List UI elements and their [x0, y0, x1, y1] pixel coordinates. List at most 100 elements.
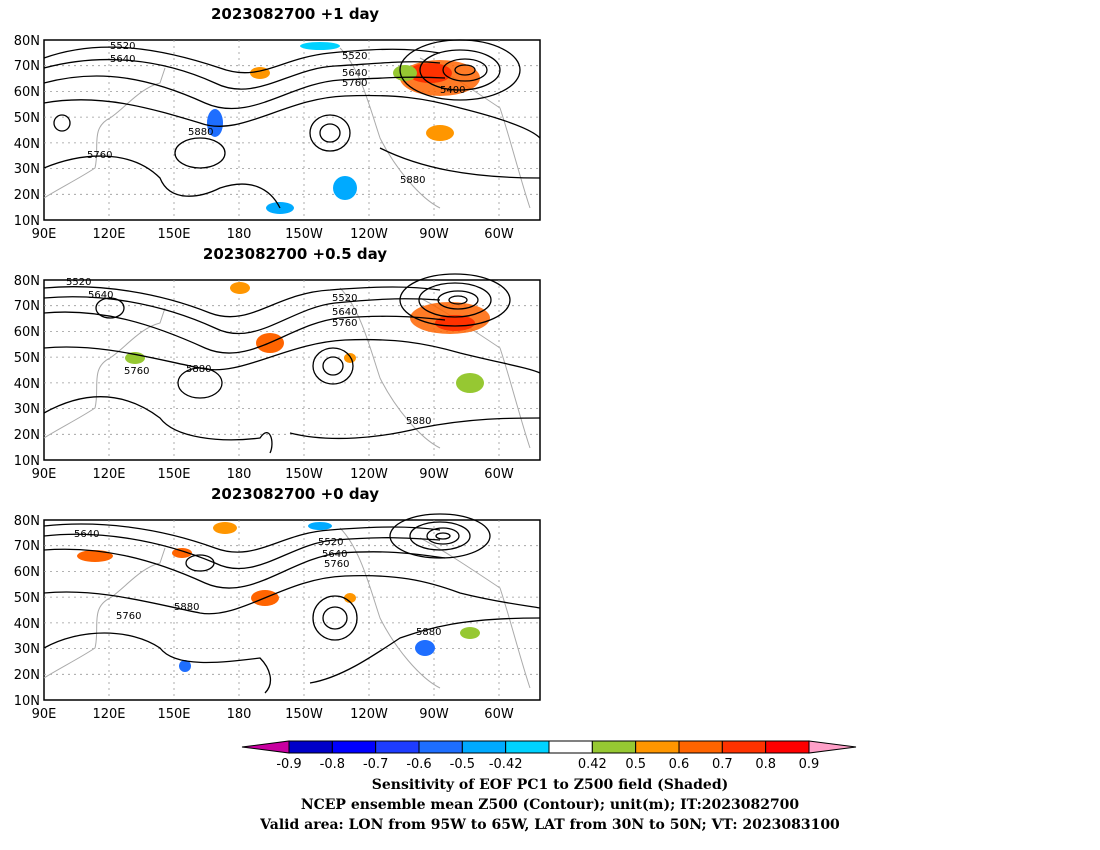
lon-label: 90W — [419, 707, 449, 722]
colorbar-box — [331, 740, 377, 754]
lat-label: 20N — [14, 428, 40, 443]
lat-label: 20N — [14, 188, 40, 203]
lat-label: 60N — [14, 85, 40, 100]
lat-label: 10N — [14, 694, 40, 709]
contour-label: 5880 — [416, 627, 441, 638]
lon-label: 120E — [92, 467, 125, 482]
panel-title-1: 2023082700 +1 day — [211, 5, 379, 23]
lat-label: 70N — [14, 299, 40, 314]
caption-line-3: Valid area: LON from 95W to 65W, LAT fro… — [260, 817, 840, 833]
contour-label: 5640 — [342, 68, 367, 79]
colorbar-box — [591, 740, 637, 754]
colorbar-box — [765, 740, 810, 754]
z500-contours — [43, 39, 541, 209]
lon-label: 180 — [227, 467, 252, 482]
z500-contours — [43, 513, 541, 694]
contour-label: 5760 — [87, 150, 112, 161]
contour-label: 5880 — [406, 416, 431, 427]
gridlines — [44, 40, 540, 220]
lon-label: 60W — [484, 467, 514, 482]
contour-label: 5880 — [186, 364, 211, 375]
colorbar-tick-label: -0.7 — [363, 757, 388, 772]
lat-axis-labels: 80N 70N 60N 50N 40N 30N 20N 10N — [14, 514, 40, 709]
lon-label: 150W — [285, 707, 323, 722]
lat-label: 70N — [14, 59, 40, 74]
contour-label: 5760 — [116, 611, 141, 622]
contour-labels: 5520 5640 5520 5640 5760 5400 5880 5760 … — [87, 41, 465, 186]
contour-label: 5640 — [74, 529, 99, 540]
colorbar-tick-label: 0.7 — [712, 757, 733, 772]
lat-label: 20N — [14, 668, 40, 683]
contour-labels: 5640 5520 5640 5760 5760 5880 5880 — [74, 529, 441, 638]
lat-label: 40N — [14, 617, 40, 632]
lat-label: 80N — [14, 274, 40, 289]
colorbar-tick-label: 0.8 — [755, 757, 776, 772]
lon-label: 90W — [419, 467, 449, 482]
lon-label: 90W — [419, 227, 449, 242]
lat-label: 80N — [14, 34, 40, 49]
map-panel-2: 5520 5640 5520 5640 5760 5760 5880 5880 … — [14, 273, 541, 482]
lon-label: 60W — [484, 707, 514, 722]
lon-label: 120E — [92, 227, 125, 242]
contour-label: 5760 — [124, 366, 149, 377]
colorbar-tick-label: -0.5 — [450, 757, 475, 772]
lon-label: 90E — [32, 707, 57, 722]
lon-label: 150W — [285, 227, 323, 242]
contour-label: 5760 — [342, 78, 367, 89]
colorbar-low-extend — [241, 740, 290, 754]
caption-line-2: NCEP ensemble mean Z500 (Contour); unit(… — [300, 797, 800, 813]
map-panel-3: 5640 5520 5640 5760 5760 5880 5880 80N 7… — [14, 513, 541, 722]
contour-label: 5640 — [110, 54, 135, 65]
colorbar-tick-label: 0.6 — [669, 757, 690, 772]
lon-label: 120E — [92, 707, 125, 722]
lat-label: 30N — [14, 642, 40, 657]
lon-label: 120W — [350, 227, 388, 242]
lon-label: 150E — [157, 467, 190, 482]
lat-axis-labels: 80N 70N 60N 50N 40N 30N 20N 10N — [14, 274, 40, 469]
contour-label: 5520 — [110, 41, 135, 52]
colorbar-high-extend — [808, 740, 857, 754]
contour-label: 5880 — [188, 127, 213, 138]
lon-label: 180 — [227, 227, 252, 242]
colorbar-box — [505, 740, 550, 754]
colorbar-box — [418, 740, 463, 754]
colorbar-tick-label: -0.8 — [320, 757, 345, 772]
lon-label: 60W — [484, 227, 514, 242]
contour-label: 5400 — [440, 85, 465, 96]
contour-label: 5520 — [318, 537, 343, 548]
lon-label: 120W — [350, 467, 388, 482]
lon-label: 120W — [350, 707, 388, 722]
colorbar-box — [635, 740, 680, 754]
colorbar-box — [721, 740, 767, 754]
lat-label: 50N — [14, 111, 40, 126]
lat-label: 10N — [14, 214, 40, 229]
colorbar: -0.9 -0.8 -0.7 -0.6 -0.5 -0.42 0.42 0.5 0.6 0.7 0.… — [241, 740, 857, 772]
colorbar-ticks: -0.9 -0.8 -0.7 -0.6 -0.5 -0.42 0.42 0.5 0.6 0.7 0.… — [276, 757, 819, 772]
contour-label: 5520 — [342, 51, 367, 62]
colorbar-box — [678, 740, 723, 754]
lon-axis-labels: 90E 120E 150E 180 150W 120W 90W 60W — [32, 467, 514, 482]
lon-label: 150W — [285, 467, 323, 482]
lon-label: 150E — [157, 227, 190, 242]
contour-label: 5640 — [332, 307, 357, 318]
caption-line-1: Sensitivity of EOF PC1 to Z500 field (Sh… — [371, 777, 729, 793]
contour-label: 5520 — [332, 293, 357, 304]
map-frame — [43, 519, 541, 701]
colorbar-box — [288, 740, 333, 754]
colorbar-box — [375, 740, 420, 754]
lat-label: 30N — [14, 402, 40, 417]
colorbar-tick-label: -0.6 — [406, 757, 431, 772]
lat-label: 10N — [14, 454, 40, 469]
colorbar-box — [548, 740, 593, 754]
colorbar-tick-label: 0.5 — [625, 757, 646, 772]
lon-axis-labels: 90E 120E 150E 180 150W 120W 90W 60W — [32, 227, 514, 242]
lon-axis-labels: 90E 120E 150E 180 150W 120W 90W 60W — [32, 707, 514, 722]
lat-label: 40N — [14, 137, 40, 152]
lat-label: 50N — [14, 351, 40, 366]
contour-label: 5760 — [332, 318, 357, 329]
lat-label: 40N — [14, 377, 40, 392]
contour-label: 5880 — [174, 602, 199, 613]
lat-label: 60N — [14, 565, 40, 580]
panel-title-3: 2023082700 +0 day — [211, 485, 379, 503]
lat-label: 60N — [14, 325, 40, 340]
